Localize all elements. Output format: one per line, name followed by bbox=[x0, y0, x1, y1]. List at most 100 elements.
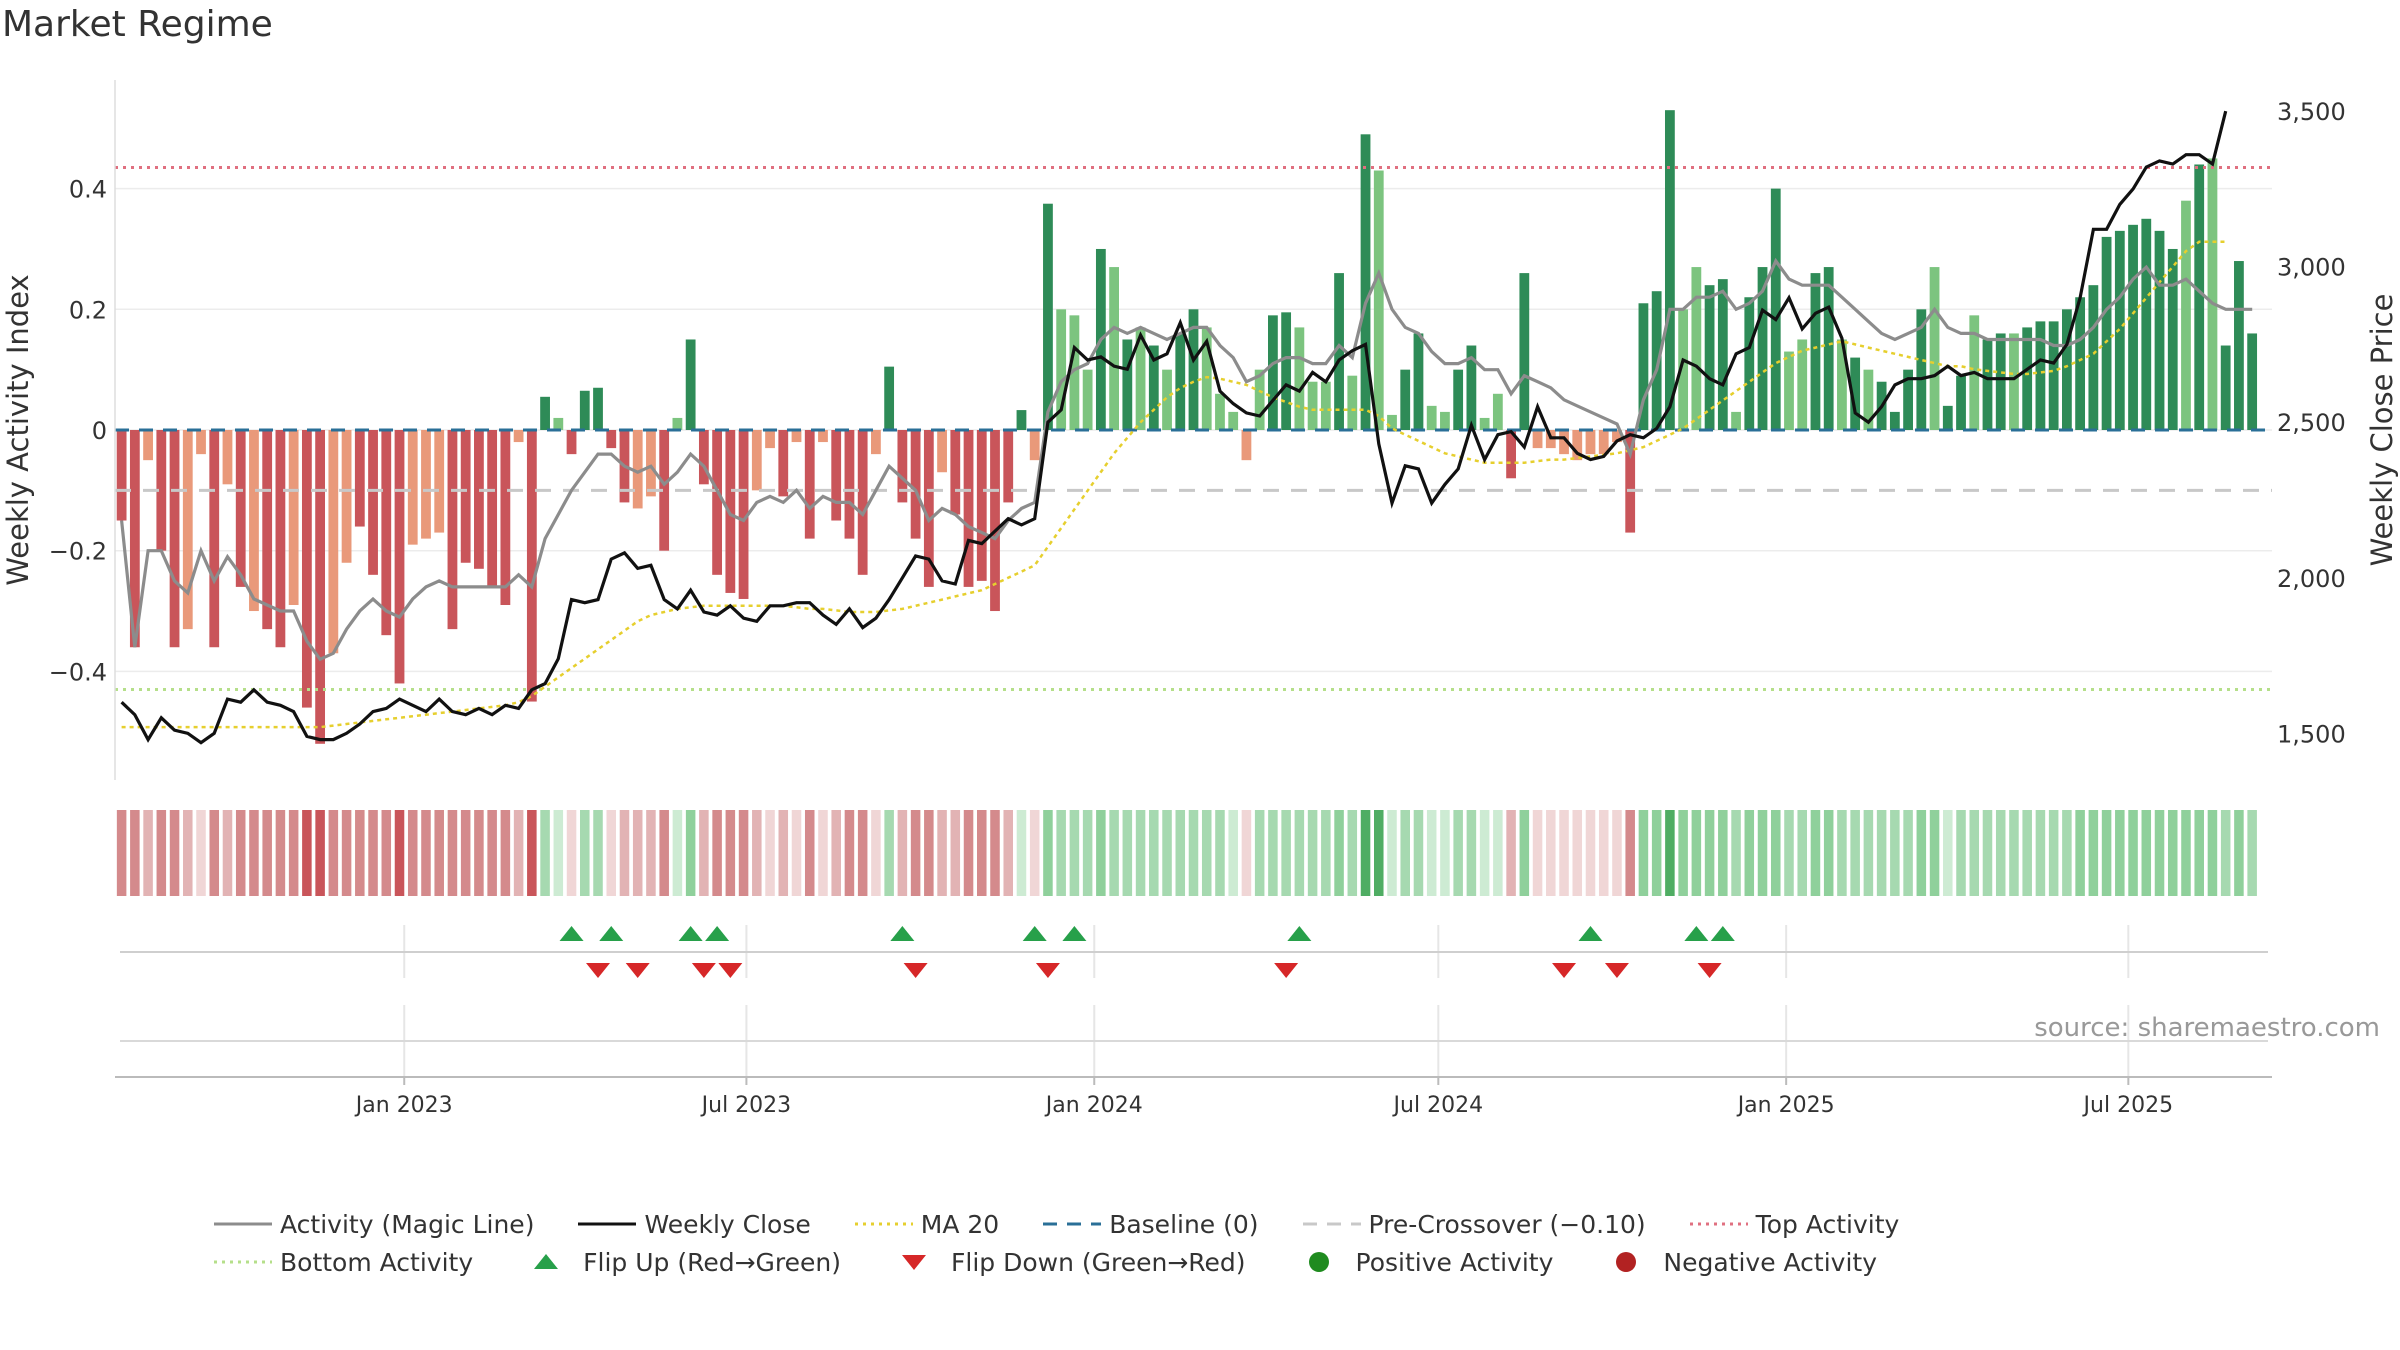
activity-bar bbox=[1612, 430, 1622, 443]
regime-strip-cell bbox=[937, 810, 947, 896]
regime-strip-cell bbox=[1149, 810, 1159, 896]
flip-up-marker bbox=[1022, 926, 1047, 941]
regime-strip-cell bbox=[2154, 810, 2165, 896]
regime-strip-cell bbox=[1863, 810, 1874, 896]
activity-bar bbox=[646, 430, 656, 497]
legend-item: Flip Up (Red→Green) bbox=[513, 1243, 841, 1281]
flip-markers bbox=[120, 926, 2268, 1042]
regime-strip-cell bbox=[355, 810, 365, 896]
activity-bar bbox=[1241, 430, 1252, 461]
y-tick-label-left: 0 bbox=[92, 417, 107, 445]
regime-strip-cell bbox=[249, 810, 259, 896]
legend-key-icon bbox=[1286, 1247, 1352, 1277]
regime-strip-cell bbox=[2115, 810, 2125, 896]
activity-bar bbox=[235, 430, 246, 587]
flip-up-marker bbox=[1287, 926, 1312, 941]
activity-bar bbox=[354, 430, 365, 527]
regime-strip-cell bbox=[659, 810, 669, 896]
regime-strip-cell bbox=[1572, 810, 1583, 896]
regime-strip-cell bbox=[1559, 810, 1569, 896]
regime-strip-cell bbox=[1665, 810, 1675, 896]
regime-strip-cell bbox=[963, 810, 974, 896]
activity-bar bbox=[1003, 430, 1014, 503]
activity-bar bbox=[526, 430, 537, 702]
regime-strip-cell bbox=[990, 810, 1000, 896]
regime-strip-cell bbox=[977, 810, 987, 896]
activity-bar bbox=[513, 430, 524, 443]
activity-bar bbox=[1810, 273, 1821, 430]
regime-strip-cell bbox=[1082, 810, 1093, 896]
activity-bar bbox=[672, 417, 683, 430]
y-axis-label-left: Weekly Activity Index bbox=[1, 274, 35, 585]
legend-label: Flip Down (Green→Red) bbox=[951, 1247, 1246, 1277]
activity-bar bbox=[765, 430, 775, 449]
regime-strip-cell bbox=[421, 810, 431, 896]
activity-bar bbox=[937, 430, 947, 473]
activity-bar bbox=[1837, 339, 1847, 430]
regime-strip-cell bbox=[1360, 810, 1371, 896]
activity-bar bbox=[1069, 315, 1080, 430]
flip-up-marker bbox=[559, 926, 584, 941]
flip-up-marker bbox=[1578, 926, 1603, 941]
regime-strip-cell bbox=[196, 810, 206, 896]
y-tick-label-right: 2,000 bbox=[2277, 565, 2346, 593]
activity-bar bbox=[1400, 369, 1411, 430]
activity-bar bbox=[2207, 158, 2218, 430]
legend-key-icon bbox=[513, 1247, 579, 1277]
activity-bar bbox=[222, 430, 233, 485]
activity-bar bbox=[2022, 327, 2033, 430]
activity-bar bbox=[169, 430, 180, 648]
regime-strip-cell bbox=[407, 810, 418, 896]
activity-bar bbox=[1466, 345, 1477, 430]
activity-bar bbox=[2101, 236, 2112, 430]
regime-strip-cell bbox=[1731, 810, 1741, 896]
regime-strip-cell bbox=[1956, 810, 1966, 896]
regime-strip-cell bbox=[1598, 810, 1609, 896]
legend-key-icon bbox=[1686, 1209, 1752, 1239]
regime-strip-cell bbox=[1784, 810, 1794, 896]
regime-strip-cell bbox=[804, 810, 815, 896]
flip-down-marker bbox=[903, 963, 928, 978]
activity-bar bbox=[2128, 224, 2138, 430]
regime-strip-cell bbox=[818, 810, 828, 896]
x-tick-label: Jan 2025 bbox=[1736, 1093, 1835, 1118]
legend-item: Activity (Magic Line) bbox=[210, 1205, 534, 1243]
regime-strip-cell bbox=[738, 810, 749, 896]
regime-strip-cell bbox=[341, 810, 352, 896]
x-tick-label: Jan 2023 bbox=[354, 1093, 453, 1118]
regime-strip-cell bbox=[2194, 810, 2204, 896]
legend-item: MA 20 bbox=[851, 1205, 999, 1243]
regime-strip-cell bbox=[1056, 810, 1066, 896]
activity-bar bbox=[1770, 188, 1781, 430]
regime-strip-cell bbox=[619, 810, 630, 896]
activity-bar bbox=[1823, 267, 1834, 430]
chart-area: Jan 2023 Jul 2023 Jan 2024 Jul 2024 Jan 2025… bbox=[1, 80, 2399, 1118]
regime-strip-cell bbox=[1321, 810, 1331, 896]
activity-bar bbox=[1201, 327, 1212, 430]
flip-down-marker bbox=[1552, 963, 1577, 978]
activity-bar bbox=[1307, 381, 1318, 430]
activity-bar bbox=[2009, 333, 2019, 430]
flip-up-marker bbox=[1710, 926, 1735, 941]
regime-strip-cell bbox=[2075, 810, 2085, 896]
activity-bar bbox=[2194, 164, 2205, 430]
activity-bar bbox=[844, 430, 855, 539]
activity-bar bbox=[2035, 321, 2046, 430]
activity-bar bbox=[884, 366, 895, 430]
regime-strip-cell bbox=[950, 810, 961, 896]
regime-strip-cell bbox=[1916, 810, 1927, 896]
regime-strip-cell bbox=[1188, 810, 1199, 896]
flip-down-marker bbox=[625, 963, 650, 978]
y-tick-label-right: 3,000 bbox=[2277, 254, 2346, 282]
activity-bars bbox=[116, 110, 2258, 744]
regime-strip-cell bbox=[1810, 810, 1821, 896]
activity-bar bbox=[1691, 267, 1702, 430]
activity-bar bbox=[923, 430, 934, 587]
regime-strip-cell bbox=[1929, 810, 1940, 896]
regime-strip-cell bbox=[262, 810, 272, 896]
regime-strip-cell bbox=[2128, 810, 2138, 896]
legend-label: Pre-Crossover (−0.10) bbox=[1368, 1209, 1646, 1239]
regime-strip-cell bbox=[130, 810, 140, 896]
regime-strip-cell bbox=[871, 810, 881, 896]
regime-strip-cell bbox=[209, 810, 220, 896]
